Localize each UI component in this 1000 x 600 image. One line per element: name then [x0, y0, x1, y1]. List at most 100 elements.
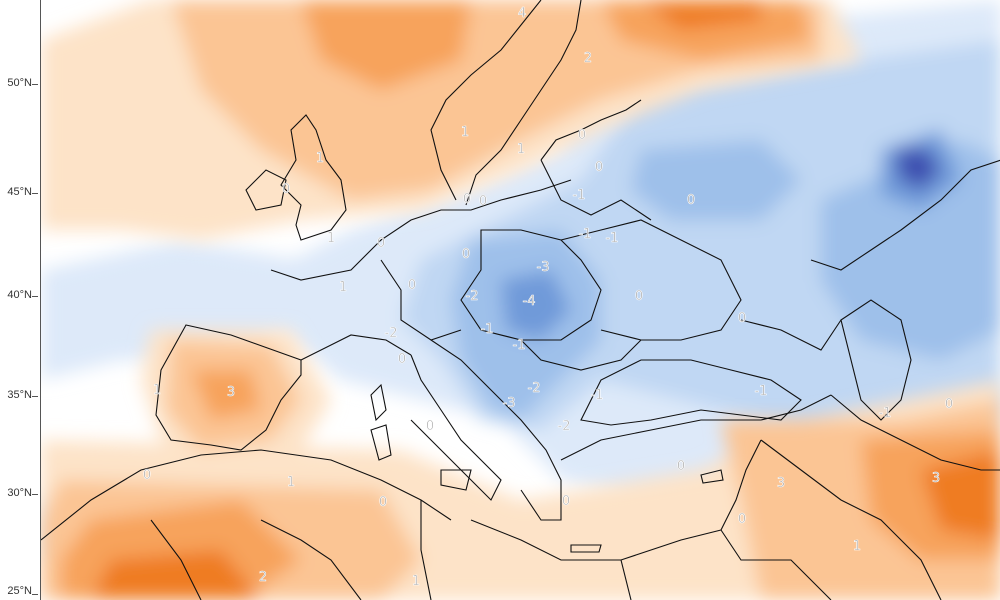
- contour-label-finland-n: 2: [584, 51, 592, 66]
- contour-label-hungary: -1: [513, 338, 526, 353]
- border-inland-11: [260, 519, 362, 600]
- country-borders: [41, 0, 1000, 600]
- lat-tick: [32, 594, 38, 595]
- contour-label-scandinavia-n: 4: [518, 6, 526, 21]
- border-inland-5: [540, 159, 652, 221]
- contour-label-germany: 0: [462, 247, 470, 262]
- contour-label-ukraine: 0: [635, 289, 643, 304]
- contour-label-algeria-n: 1: [287, 475, 295, 490]
- lat-label-30: 30°N: [7, 487, 32, 499]
- island-sicily: [440, 469, 472, 491]
- warm-field-3: [301, 0, 471, 90]
- contour-label-switzerland: -2: [385, 326, 398, 341]
- contour-label-iraq: 3: [777, 476, 785, 491]
- contour-label-netherlands: 0: [377, 236, 385, 251]
- contour-label-norway-s: 1: [461, 125, 469, 140]
- cool-field-3: [821, 140, 1000, 360]
- lat-tick: [32, 193, 38, 194]
- contour-label-austria: -1: [481, 322, 494, 337]
- cool-field-4: [501, 270, 571, 340]
- contour-label-baltic-sea: 0: [479, 194, 487, 209]
- contour-label-slovakia: -4: [523, 294, 536, 309]
- contour-label-ireland: 0: [282, 182, 290, 197]
- contour-label-spain: 3: [227, 385, 235, 400]
- coastline-italy: [410, 354, 502, 501]
- border-inland-8: [830, 394, 1000, 471]
- lat-label-40: 40°N: [7, 289, 32, 301]
- lat-tick: [32, 84, 38, 85]
- contour-label-france-w: 1: [339, 280, 347, 295]
- lat-label-25: 25°N: [7, 585, 32, 597]
- contour-label-uk-south: 1: [327, 231, 335, 246]
- contour-label-italy: 0: [426, 419, 434, 434]
- coastline-uk: [280, 114, 347, 241]
- contour-label-poland: -3: [537, 260, 550, 275]
- cool-field-5: [896, 148, 941, 190]
- contour-label-caucasus: -1: [879, 406, 892, 421]
- coastline-libya-egypt: [470, 519, 722, 561]
- contour-label-finland-s: 0: [578, 128, 586, 143]
- contour-label-czech: -2: [466, 289, 479, 304]
- contour-label-egypt: 0: [738, 512, 746, 527]
- contour-label-iran: 3: [932, 471, 940, 486]
- contour-label-alps-south: 0: [398, 352, 406, 367]
- warm-field-4: [921, 450, 1000, 540]
- lat-tick: [32, 296, 38, 297]
- contour-label-portugal: 1: [153, 383, 161, 398]
- coastline-sweden: [465, 0, 582, 206]
- border-inland-2: [560, 219, 742, 341]
- warm-field-4: [91, 550, 261, 600]
- border-inland-10: [150, 519, 202, 600]
- contour-label-estonia: 0: [595, 160, 603, 175]
- lat-label-50: 50°N: [7, 77, 32, 89]
- coastline-north-africa: [41, 449, 452, 541]
- contour-label-croatia: -3: [503, 396, 516, 411]
- coastline-iberia: [155, 324, 302, 451]
- border-inland-13: [620, 559, 632, 600]
- lat-tick: [32, 494, 38, 495]
- contour-label-saudi: 1: [853, 539, 861, 554]
- contour-label-serbia: -2: [528, 381, 541, 396]
- contour-label-greece: 0: [562, 494, 570, 509]
- contour-label-russia-west: 0: [687, 193, 695, 208]
- lat-label-35: 35°N: [7, 389, 32, 401]
- contour-label-libya: 1: [412, 574, 420, 589]
- lat-label-45: 45°N: [7, 186, 32, 198]
- contour-label-sweden-s: 1: [517, 142, 525, 157]
- warm-field-4: [641, 0, 761, 30]
- contour-label-france-c: 0: [408, 278, 416, 293]
- warm-anomaly-fields: [41, 0, 1000, 600]
- island-cyprus: [700, 469, 724, 484]
- map-canvas: 4 2 1 1 0 0 0 -1 0 1 0 1 0 0 0 -3 -1 -1 1 0 -2 -4 0 0 -2 -1 -1 0 -3-…: [40, 0, 1000, 600]
- border-inland-1: [460, 229, 602, 341]
- coastline-turkey: [560, 394, 832, 461]
- coastline-balkans: [430, 339, 562, 521]
- contour-label-tunisia: 0: [379, 495, 387, 510]
- island-crete: [570, 544, 602, 553]
- border-inland-6: [810, 159, 1000, 271]
- border-inland-3: [520, 339, 642, 371]
- contour-label-lithuania: -1: [573, 188, 586, 203]
- border-inland-4: [380, 259, 462, 341]
- contour-label-belarus-e: -1: [606, 231, 619, 246]
- contour-label-denmark: 0: [463, 192, 471, 207]
- coastline-caspian: [840, 299, 912, 421]
- contour-label-morocco: 0: [143, 468, 151, 483]
- contour-label-uk-north: 1: [316, 151, 324, 166]
- contour-label-black-sea: -1: [755, 384, 768, 399]
- coastline-ireland: [245, 169, 287, 211]
- border-inland-9: [760, 439, 942, 600]
- contour-label-bulgaria: -2: [558, 419, 571, 434]
- island-corsica: [370, 383, 387, 422]
- lat-tick: [32, 396, 38, 397]
- coastline-levant: [720, 439, 762, 531]
- coastline-black-sea: [580, 359, 802, 426]
- coastline-europe-west: [270, 179, 572, 281]
- contour-label-sahara: 2: [259, 570, 267, 585]
- contour-label-russia-south: 0: [738, 311, 746, 326]
- coastline-france-south: [300, 334, 412, 361]
- border-inland-14: [720, 529, 832, 600]
